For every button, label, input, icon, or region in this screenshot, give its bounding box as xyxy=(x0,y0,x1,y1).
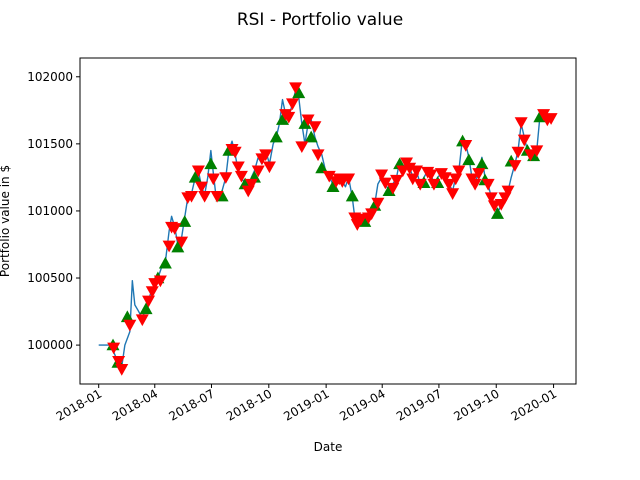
sell-marker xyxy=(195,181,209,194)
sell-marker xyxy=(481,178,495,191)
buy-marker xyxy=(345,189,359,202)
buy-marker xyxy=(475,157,489,170)
buy-marker xyxy=(298,117,312,129)
buy-marker xyxy=(276,113,290,125)
y-tick-label: 101500 xyxy=(27,137,73,151)
sell-marker xyxy=(468,178,482,191)
sell-marker xyxy=(198,190,212,203)
y-axis: 100000 100500 101000 101500 102000 xyxy=(27,70,80,352)
y-tick-label: 100500 xyxy=(27,271,73,285)
sell-marker xyxy=(390,174,404,187)
y-tick-label: 102000 xyxy=(27,70,73,84)
sell-marker xyxy=(153,275,167,288)
y-axis-label: Portfolio value in $ xyxy=(0,165,12,277)
sell-marker xyxy=(427,178,441,191)
sell-marker xyxy=(530,145,544,158)
sell-marker xyxy=(251,165,265,178)
x-axis-label: Date xyxy=(314,440,343,454)
sell-marker xyxy=(262,161,276,174)
chart-title: RSI - Portfolio value xyxy=(237,10,403,30)
sell-marker xyxy=(162,240,176,253)
buy-marker xyxy=(315,161,329,174)
sell-marker xyxy=(123,319,137,332)
buy-marker xyxy=(158,256,172,269)
buy-marker xyxy=(462,153,476,166)
sell-marker xyxy=(386,182,400,195)
sell-marker xyxy=(472,168,486,180)
buy-marker xyxy=(188,170,202,183)
buy-marker xyxy=(304,130,318,143)
sell-marker xyxy=(378,177,392,190)
plot-area xyxy=(98,82,558,376)
sell-marker xyxy=(219,172,233,184)
sell-marker xyxy=(406,173,420,186)
sell-marker xyxy=(342,173,356,186)
sell-marker xyxy=(244,178,258,191)
sell-marker xyxy=(354,213,368,226)
sell-marker xyxy=(289,82,303,95)
sell-marker xyxy=(501,185,515,198)
sell-marker xyxy=(511,146,525,159)
sell-marker xyxy=(285,98,299,111)
buy-marker xyxy=(204,157,218,170)
sell-marker xyxy=(322,170,336,183)
sell-marker xyxy=(168,223,182,235)
sell-marker xyxy=(375,169,389,182)
sell-marker xyxy=(142,295,156,308)
sell-marker xyxy=(452,165,466,178)
sell-marker xyxy=(308,121,322,133)
sell-marker xyxy=(210,190,224,203)
sell-marker xyxy=(459,140,473,152)
sell-marker xyxy=(409,165,423,178)
sell-marker xyxy=(544,113,558,125)
axes-frame xyxy=(79,57,577,385)
buy-marker xyxy=(171,240,185,253)
sell-marker xyxy=(442,178,456,191)
buy-marker xyxy=(178,215,192,227)
sell-marker xyxy=(175,236,189,249)
buy-marker xyxy=(490,207,504,219)
y-tick-label: 100000 xyxy=(27,338,73,352)
sell-marker xyxy=(413,178,427,191)
sell-marker xyxy=(135,314,149,327)
sell-marker xyxy=(424,169,438,182)
sell-marker xyxy=(514,117,528,129)
sell-marker xyxy=(484,192,498,205)
sell-marker xyxy=(295,141,309,154)
sell-marker xyxy=(228,146,242,159)
sell-marker xyxy=(191,165,205,178)
sell-marker xyxy=(446,188,460,200)
buy-marker xyxy=(292,86,306,99)
sell-marker xyxy=(259,149,273,162)
buy-marker xyxy=(139,302,153,315)
sell-marker xyxy=(206,173,220,186)
sell-marker xyxy=(115,364,129,376)
sell-marker xyxy=(508,160,522,172)
buy-marker xyxy=(269,130,283,143)
sell-marker xyxy=(185,190,199,203)
buy-marker xyxy=(326,180,340,192)
sell-marker xyxy=(365,208,379,221)
sell-marker xyxy=(282,111,296,124)
sell-marker xyxy=(517,134,531,147)
sell-marker xyxy=(145,286,159,298)
sell-marker xyxy=(524,149,538,162)
sell-marker xyxy=(311,149,325,162)
sell-marker xyxy=(301,114,315,127)
y-tick-label: 101000 xyxy=(27,204,73,218)
sell-marker xyxy=(438,172,452,184)
sell-marker xyxy=(107,342,121,355)
sell-marker xyxy=(234,170,248,183)
buy-marker xyxy=(120,310,134,323)
sell-marker xyxy=(371,197,385,210)
sell-marker xyxy=(231,161,245,174)
sell-marker xyxy=(396,165,410,178)
sell-marker xyxy=(112,355,126,368)
